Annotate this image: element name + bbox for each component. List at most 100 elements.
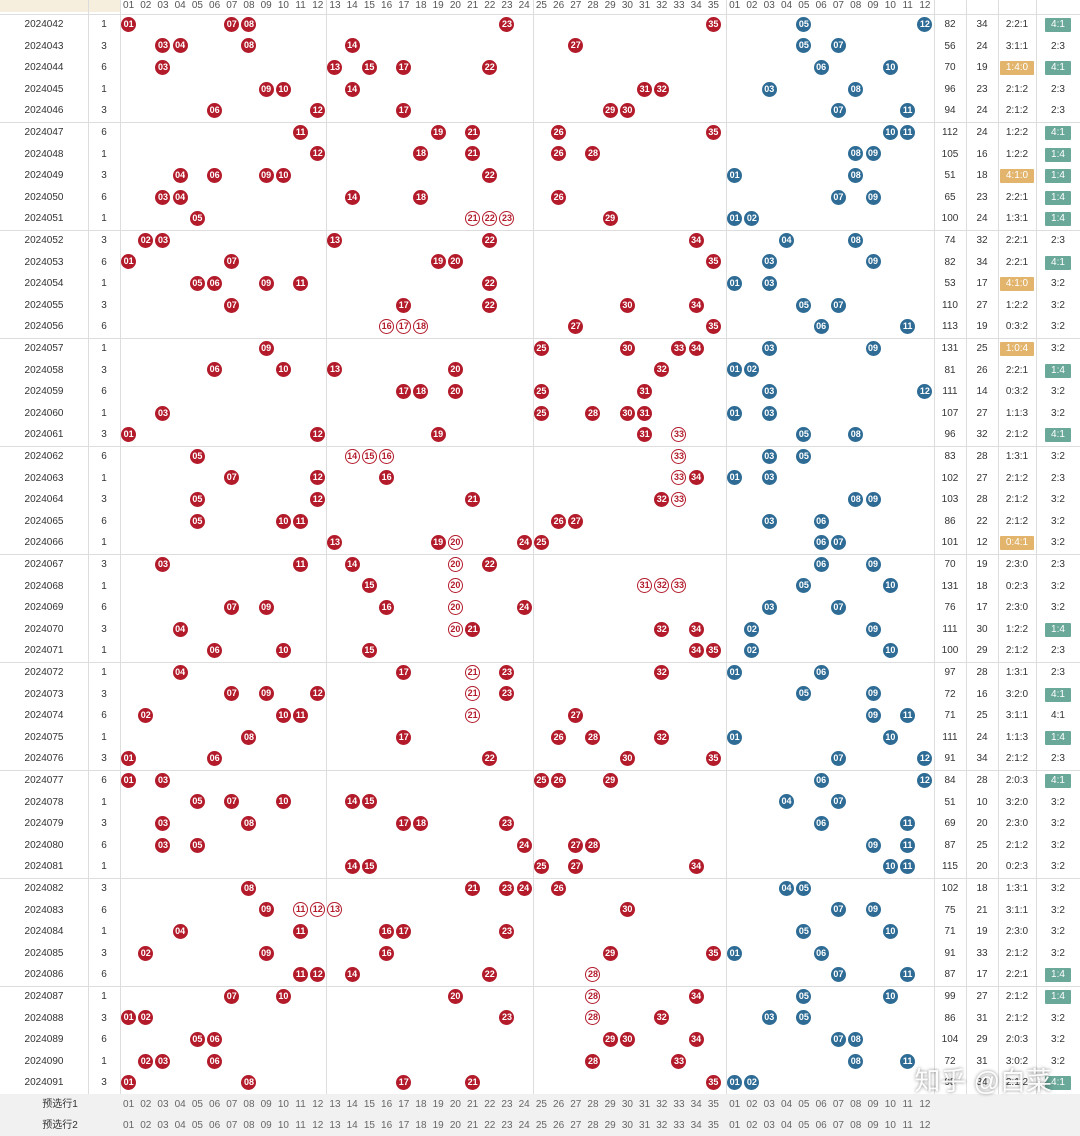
predict-red-number[interactable]: 33 [670,1094,687,1115]
predict-red-number[interactable]: 24 [516,1094,533,1115]
predict-blue-number[interactable]: 05 [795,1094,812,1115]
blue-ball-cell: 09 [864,489,881,511]
predict-blue-number[interactable]: 07 [830,1094,847,1115]
red-ball: 20 [448,600,463,615]
issue-number: 2024046 [0,100,88,122]
predict-blue-number[interactable]: 09 [864,1094,881,1115]
blue-ball: 06 [814,665,829,680]
blue-ball: 08 [848,1054,863,1069]
predict-blue-number[interactable]: 10 [882,1094,899,1115]
predict-red-number[interactable]: 25 [533,1094,550,1115]
blue-ball: 01 [727,1075,742,1090]
predict-red-number[interactable]: 16 [378,1094,395,1115]
issue-number: 2024042 [0,14,88,36]
predict-red-number[interactable]: 28 [584,1094,601,1115]
predict-red-number[interactable]: 29 [602,1094,619,1115]
red-ball: 34 [689,470,704,485]
predict-red-number[interactable]: 27 [567,1094,584,1115]
ratio-value: 2:2:1 [1006,969,1028,980]
predict-blue-number[interactable]: 06 [813,1094,830,1115]
red-ball-cell: 21 [464,1072,481,1094]
odd-even-cell: 3:2 [1036,403,1080,425]
odd-even-cell: 3:2 [1036,792,1080,814]
predict-red-number[interactable]: 12 [309,1094,326,1115]
predict-red-number[interactable]: 13 [326,1094,343,1115]
red-ball: 23 [499,686,514,701]
draw-code: 6 [88,705,120,727]
ratio-value: 1:2:2 [1006,300,1028,311]
predict-red-number[interactable]: 09 [258,1094,275,1115]
predict-red-number[interactable]: 17 [395,1094,412,1115]
predict-red-number[interactable]: 26 [550,1094,567,1115]
predict-red-number[interactable]: 06 [206,1094,223,1115]
predict-blue-number[interactable]: 04 [778,1094,795,1115]
red-ball: 18 [413,146,428,161]
predict-red-number[interactable]: 08 [240,1094,257,1115]
sum-value: 111 [934,619,966,641]
odd-even-value: 4:1 [1045,126,1071,140]
red-ball: 18 [413,384,428,399]
header-red-34: 34 [688,0,705,12]
sum-value: 105 [934,144,966,166]
predict-red-number[interactable]: 15 [361,1094,378,1115]
span-value: 25 [966,835,998,857]
header-red-25: 25 [533,0,550,12]
header-red-05: 05 [189,0,206,12]
predict-red-number[interactable]: 05 [189,1094,206,1115]
red-ball-cell: 13 [326,360,343,382]
header-red-15: 15 [361,0,378,12]
red-ball-cell: 27 [567,511,584,533]
predict-red-number[interactable]: 30 [619,1094,636,1115]
predict-red-number[interactable]: 11 [292,1094,309,1115]
predict-red-number[interactable]: 20 [447,1094,464,1115]
blue-ball: 04 [779,881,794,896]
red-ball: 02 [138,946,153,961]
ratio-value: 2:1:2 [1006,473,1028,484]
red-ball-cell: 17 [395,57,412,79]
predict-blue-number[interactable]: 02 [743,1094,760,1115]
predict-red-number[interactable]: 07 [223,1094,240,1115]
predict-red-number[interactable]: 21 [464,1094,481,1115]
red-ball: 33 [671,492,686,507]
predict-red-number[interactable]: 35 [705,1094,722,1115]
blue-ball: 06 [814,535,829,550]
predict-red-number[interactable]: 31 [636,1094,653,1115]
predict-red-number[interactable]: 23 [498,1094,515,1115]
predict-red-number[interactable]: 18 [412,1094,429,1115]
red-ball: 32 [654,82,669,97]
predict-blue-number[interactable]: 01 [726,1094,743,1115]
ratio-cell: 2:1:2 [998,511,1036,533]
blue-ball-cell: 03 [761,597,778,619]
predict-red-number[interactable]: 04 [172,1094,189,1115]
draw-code: 3 [88,165,120,187]
odd-even-value: 4:1 [1045,774,1071,788]
predict-blue-number[interactable]: 08 [847,1094,864,1115]
red-ball: 15 [362,859,377,874]
red-ball: 35 [706,751,721,766]
red-ball: 31 [637,384,652,399]
sum-value: 76 [934,597,966,619]
predict-blue-number[interactable]: 03 [761,1094,778,1115]
issue-number: 2024063 [0,468,88,490]
predict-red-number[interactable]: 32 [653,1094,670,1115]
predict-red-number[interactable]: 14 [344,1094,361,1115]
header-blue-07: 07 [830,0,847,12]
issue-number: 2024057 [0,338,88,360]
predict-red-number[interactable]: 01 [120,1094,137,1115]
red-ball: 09 [259,946,274,961]
predict-red-number[interactable]: 10 [275,1094,292,1115]
predict-red-number[interactable]: 22 [481,1094,498,1115]
blue-ball: 02 [744,622,759,637]
span-value: 29 [966,1029,998,1051]
red-ball-cell: 02 [137,943,154,965]
red-ball-cell: 11 [292,273,309,295]
predict-red-number[interactable]: 03 [154,1094,171,1115]
odd-even-cell: 2:3 [1036,554,1080,576]
red-ball-cell: 17 [395,100,412,122]
predict-red-number[interactable]: 34 [688,1094,705,1115]
predict-red-number[interactable]: 19 [430,1094,447,1115]
predict-red-number[interactable]: 02 [137,1094,154,1115]
red-ball-cell: 07 [223,14,240,36]
